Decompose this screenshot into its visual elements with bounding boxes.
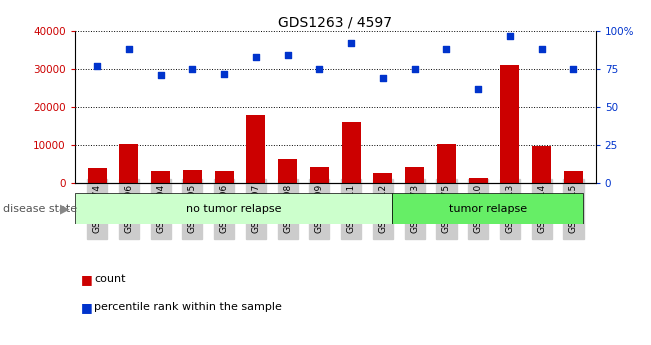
Point (473, 86, 484, 91)
Bar (532, 146, 551, 183)
Point (92, 63, 102, 69)
Text: disease state: disease state (3, 204, 77, 214)
Bar (393, 193, 583, 224)
Text: count: count (94, 275, 126, 284)
Bar (119, 144, 139, 183)
Bar (88, 168, 107, 183)
Text: no tumor relapse: no tumor relapse (186, 204, 281, 214)
Point (536, 47, 547, 52)
Title: GDS1263 / 4597: GDS1263 / 4597 (278, 16, 393, 30)
Point (187, 66, 197, 72)
Text: ■: ■ (81, 273, 93, 286)
Text: percentile rank within the sample: percentile rank within the sample (94, 302, 283, 312)
Point (314, 66, 325, 72)
Point (251, 54, 261, 60)
Bar (75, 193, 393, 224)
Bar (437, 144, 456, 183)
Point (409, 66, 420, 72)
Text: ■: ■ (81, 300, 93, 314)
Point (346, 40, 356, 46)
Point (156, 72, 166, 78)
Bar (183, 170, 202, 183)
Bar (246, 115, 266, 183)
Text: ▶: ▶ (60, 202, 70, 215)
Bar (215, 171, 234, 183)
Bar (405, 167, 424, 183)
Point (441, 47, 452, 52)
Bar (342, 122, 361, 183)
Bar (564, 171, 583, 183)
Bar (151, 171, 170, 183)
Bar (310, 167, 329, 183)
Bar (278, 159, 297, 183)
Bar (374, 173, 393, 183)
Point (378, 75, 388, 81)
Text: tumor relapse: tumor relapse (449, 204, 527, 214)
Bar (469, 178, 488, 183)
Bar (501, 65, 519, 183)
Point (219, 71, 229, 76)
Point (124, 47, 134, 52)
Point (568, 66, 579, 72)
Point (505, 33, 515, 38)
Point (283, 52, 293, 58)
